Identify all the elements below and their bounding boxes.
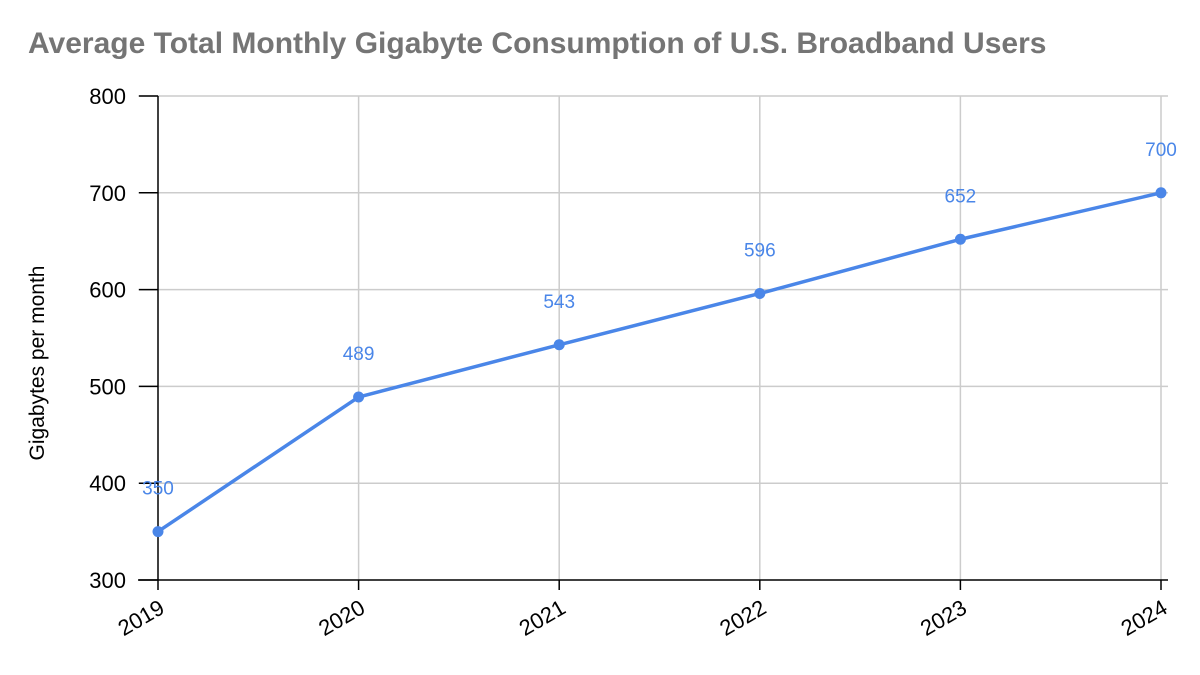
data-label: 596 xyxy=(744,240,776,261)
y-tick-label: 700 xyxy=(89,181,126,206)
chart-title: Average Total Monthly Gigabyte Consumpti… xyxy=(28,27,1046,60)
data-label: 350 xyxy=(142,479,174,500)
data-point xyxy=(353,391,365,403)
axes xyxy=(138,95,1168,590)
y-tick-label: 500 xyxy=(89,374,126,399)
y-tick-label: 300 xyxy=(89,568,126,593)
series-line xyxy=(156,191,1163,534)
data-point xyxy=(152,526,164,538)
data-label: 543 xyxy=(543,292,575,313)
x-tick-label: 2021 xyxy=(515,595,570,641)
data-point xyxy=(954,233,966,245)
data-points xyxy=(152,187,1167,538)
gridlines xyxy=(138,95,1168,580)
x-tick-label: 2022 xyxy=(715,595,770,641)
y-tick-labels: 300 400 500 600 700 800 xyxy=(89,84,126,593)
series-line-group xyxy=(156,191,1163,534)
y-tick-label: 600 xyxy=(89,278,126,303)
data-label: 489 xyxy=(343,344,375,365)
y-tick-label: 800 xyxy=(89,84,126,109)
y-axis-label: Gigabytes per month xyxy=(26,266,49,461)
x-tick-label: 2024 xyxy=(1117,595,1172,641)
data-label: 700 xyxy=(1145,140,1177,161)
x-tick-labels: 2019 2020 2021 2022 2023 2024 xyxy=(114,595,1172,641)
data-point xyxy=(1155,187,1167,199)
data-labels: 350 489 543 596 652 700 xyxy=(142,140,1177,500)
x-tick-label: 2019 xyxy=(114,595,169,641)
x-tick-label: 2020 xyxy=(314,595,369,641)
data-point xyxy=(553,339,565,351)
y-tick-label: 400 xyxy=(89,471,126,496)
data-point xyxy=(754,287,766,299)
x-tick-label: 2023 xyxy=(916,595,971,641)
data-label: 652 xyxy=(945,186,977,207)
